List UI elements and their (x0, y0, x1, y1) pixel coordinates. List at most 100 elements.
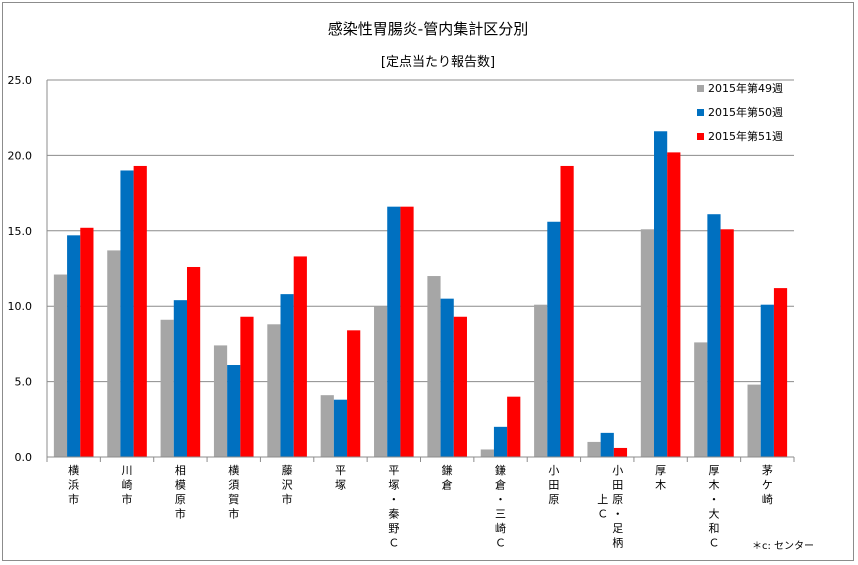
x-category-label-char: 崎 (762, 492, 773, 506)
bar (667, 152, 681, 457)
x-category-label-char: 三 (495, 508, 506, 521)
x-category-label-char: 横 (228, 463, 239, 477)
bar (173, 300, 187, 457)
x-category-label-char: 秦 (388, 507, 399, 521)
x-category-label-char: ・ (612, 508, 623, 521)
bar (773, 288, 788, 457)
bar (534, 304, 548, 457)
x-category-label-char: Ｃ (708, 537, 719, 550)
x-category-label-char: 原 (548, 493, 559, 506)
bar (747, 384, 761, 457)
x-category-label-char: 市 (228, 507, 239, 521)
x-category-label-char: 塚 (388, 479, 399, 492)
bar (240, 316, 254, 457)
chart-title: 感染性胃腸炎-管内集計区分別 (328, 20, 528, 38)
x-category-label-char: 相 (175, 464, 186, 477)
bar (453, 316, 467, 457)
y-tick-label: 25.0 (8, 74, 33, 87)
y-tick-label: 15.0 (8, 225, 33, 238)
bar (267, 324, 281, 457)
x-category-label-char: Ｃ (388, 537, 399, 550)
x-category-label-char: 川 (122, 464, 133, 477)
x-category-label-char: 和 (708, 522, 719, 535)
x-category-label-char: 崎 (122, 478, 133, 492)
x-category-label-char: 厚 (708, 464, 719, 477)
x-category-label-char: 鎌 (442, 463, 453, 477)
y-tick-label: 10.0 (8, 300, 33, 313)
x-category-label-char: Ｃ (495, 537, 506, 550)
legend-swatch (697, 85, 704, 92)
x-category-label-char: 藤 (282, 464, 293, 477)
x-category-label-char: ・ (708, 493, 719, 506)
gridlines (47, 79, 794, 458)
bar (107, 250, 121, 457)
x-category-label-char: 須 (228, 479, 239, 492)
x-category-label-char: 野 (388, 522, 399, 535)
bar (440, 298, 454, 457)
bar (387, 206, 401, 457)
bar (760, 304, 774, 457)
bar (374, 306, 388, 457)
footnote: ＊c: センター (752, 540, 814, 552)
bar (67, 235, 81, 457)
x-category-label-char: 田 (612, 479, 623, 492)
bar (347, 330, 361, 457)
bar (493, 426, 508, 457)
x-category-label-char: 市 (282, 492, 293, 506)
y-tick-label: 0.0 (15, 451, 33, 464)
legend-label: 2015年第50週 (708, 105, 783, 119)
x-category-label-char: 足 (612, 522, 623, 535)
bar (560, 165, 574, 457)
x-category-label-char: 賀 (228, 493, 239, 506)
x-category-label-char: 木 (708, 479, 719, 492)
x-category-label-char: ・ (388, 493, 399, 506)
y-tick-label: 20.0 (8, 149, 33, 162)
x-category-label-char: 沢 (282, 478, 293, 492)
bar (160, 319, 174, 457)
bar (213, 345, 228, 457)
x-category-label-char: Ｃ (597, 508, 608, 521)
x-category-label-char: 大 (708, 507, 719, 521)
x-category-label-char: 鎌 (495, 463, 506, 477)
bar (53, 274, 68, 457)
x-category-label-char: 市 (68, 492, 79, 506)
x-category-label-char: ・ (495, 493, 506, 506)
bar (427, 276, 441, 457)
x-category-label-char: 横 (68, 463, 79, 477)
bar (587, 441, 601, 457)
bar (640, 229, 655, 457)
x-category-label-char: 浜 (68, 479, 79, 492)
x-category-label-char: 塚 (335, 479, 346, 492)
bar (400, 206, 414, 457)
bar (547, 221, 561, 457)
x-category-label-char: 模 (175, 479, 186, 492)
x-category-label-char: 原 (612, 493, 623, 506)
bar (707, 214, 721, 457)
bar (613, 447, 628, 457)
bar (133, 165, 147, 457)
x-category-label-char: 平 (388, 464, 399, 477)
x-category-label-char: ケ (762, 479, 773, 492)
x-category-label-char: 木 (655, 479, 666, 492)
legend-label: 2015年第49週 (708, 81, 783, 95)
bars (53, 131, 788, 458)
x-category-label-char: 平 (335, 464, 346, 477)
y-axis: 0.0 5.0 10.0 15.0 20.0 25.0 (8, 74, 48, 464)
bar (333, 399, 348, 457)
legend-swatch (697, 109, 704, 116)
x-category-label-char: 小 (612, 464, 623, 477)
bar (293, 256, 307, 457)
legend-label: 2015年第51週 (708, 129, 783, 143)
x-category-label-char: 茅 (762, 464, 773, 477)
bar (227, 365, 241, 457)
bar (600, 432, 614, 457)
bar (480, 449, 494, 457)
x-category-label-char: 厚 (655, 464, 666, 477)
x-category-label-char: 崎 (495, 521, 506, 535)
bar (280, 294, 294, 457)
x-category-label-char: 原 (175, 493, 186, 506)
bar (654, 131, 668, 457)
legend: 2015年第49週 2015年第50週 2015年第51週 (697, 81, 783, 143)
